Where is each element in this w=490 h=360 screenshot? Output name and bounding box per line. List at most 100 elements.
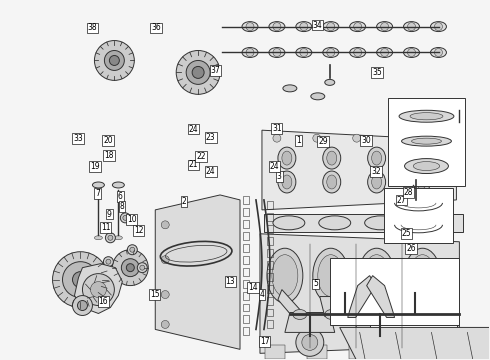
Ellipse shape (368, 171, 386, 193)
Polygon shape (260, 234, 460, 353)
Ellipse shape (293, 310, 307, 319)
Text: 34: 34 (313, 21, 322, 30)
Ellipse shape (404, 22, 419, 32)
Bar (243, 256, 249, 264)
Bar (243, 208, 249, 216)
Ellipse shape (325, 80, 335, 85)
Circle shape (337, 279, 353, 294)
Text: 5: 5 (314, 279, 318, 288)
Text: 18: 18 (104, 151, 114, 160)
Text: 6: 6 (118, 192, 123, 201)
Bar (369, 280, 457, 334)
Circle shape (112, 250, 148, 285)
Ellipse shape (282, 151, 292, 165)
Ellipse shape (242, 48, 258, 58)
Ellipse shape (412, 138, 441, 144)
Circle shape (192, 67, 204, 78)
Polygon shape (390, 297, 440, 316)
Ellipse shape (391, 310, 405, 319)
Bar (267, 309, 273, 316)
Ellipse shape (422, 310, 437, 319)
Bar (243, 303, 249, 311)
Ellipse shape (327, 49, 335, 57)
Ellipse shape (405, 159, 448, 174)
Ellipse shape (371, 151, 382, 165)
Text: 24: 24 (189, 125, 198, 134)
Circle shape (127, 245, 137, 255)
Ellipse shape (410, 113, 443, 120)
Circle shape (82, 274, 114, 306)
Circle shape (353, 134, 361, 142)
Ellipse shape (313, 248, 349, 303)
Text: 23: 23 (206, 133, 216, 142)
Polygon shape (355, 312, 405, 332)
Bar (243, 220, 249, 228)
Bar (349, 345, 368, 359)
Text: 36: 36 (151, 23, 161, 32)
Text: 12: 12 (134, 226, 143, 235)
Ellipse shape (377, 48, 392, 58)
Polygon shape (278, 289, 315, 345)
Circle shape (408, 200, 423, 216)
Ellipse shape (273, 216, 305, 230)
Polygon shape (155, 195, 240, 349)
Circle shape (63, 262, 98, 298)
Circle shape (186, 60, 210, 84)
Ellipse shape (408, 23, 416, 31)
Circle shape (126, 264, 134, 272)
Text: 30: 30 (361, 136, 371, 145)
Ellipse shape (354, 23, 362, 31)
Text: 19: 19 (90, 162, 100, 171)
Text: 7: 7 (95, 189, 100, 198)
Ellipse shape (325, 310, 339, 319)
Bar (330, 258, 460, 325)
Ellipse shape (296, 48, 312, 58)
Text: 10: 10 (127, 215, 136, 224)
Bar (267, 297, 273, 305)
Polygon shape (285, 312, 335, 332)
Bar (384, 188, 453, 243)
Text: 16: 16 (98, 297, 108, 306)
Ellipse shape (381, 49, 389, 57)
Text: 27: 27 (396, 195, 406, 204)
Text: 2: 2 (182, 197, 186, 206)
Circle shape (296, 328, 324, 356)
Polygon shape (74, 264, 122, 314)
Bar (307, 345, 327, 359)
Ellipse shape (267, 248, 303, 303)
Circle shape (392, 134, 400, 142)
Ellipse shape (114, 236, 122, 240)
Ellipse shape (242, 22, 258, 32)
Circle shape (73, 272, 89, 288)
Text: 24: 24 (206, 167, 216, 176)
Circle shape (73, 296, 93, 315)
Ellipse shape (273, 23, 281, 31)
Ellipse shape (319, 216, 351, 230)
Bar (391, 345, 411, 359)
Text: 25: 25 (401, 229, 411, 238)
Ellipse shape (435, 49, 442, 57)
Text: 28: 28 (403, 188, 413, 197)
Bar (267, 261, 273, 269)
Ellipse shape (327, 23, 335, 31)
Text: 22: 22 (196, 152, 206, 161)
Bar (433, 345, 452, 359)
Bar (267, 285, 273, 293)
Text: 11: 11 (101, 223, 111, 232)
Ellipse shape (323, 171, 341, 193)
Ellipse shape (435, 23, 442, 31)
Ellipse shape (278, 147, 296, 169)
Ellipse shape (410, 255, 436, 297)
Circle shape (130, 247, 135, 252)
Ellipse shape (246, 49, 254, 57)
Ellipse shape (413, 147, 431, 169)
Text: 21: 21 (189, 161, 198, 170)
Bar (243, 232, 249, 240)
Polygon shape (340, 328, 490, 360)
Ellipse shape (431, 48, 446, 58)
Ellipse shape (296, 22, 312, 32)
Bar (265, 345, 285, 359)
Bar (243, 315, 249, 323)
Ellipse shape (323, 147, 341, 169)
Ellipse shape (358, 310, 371, 319)
